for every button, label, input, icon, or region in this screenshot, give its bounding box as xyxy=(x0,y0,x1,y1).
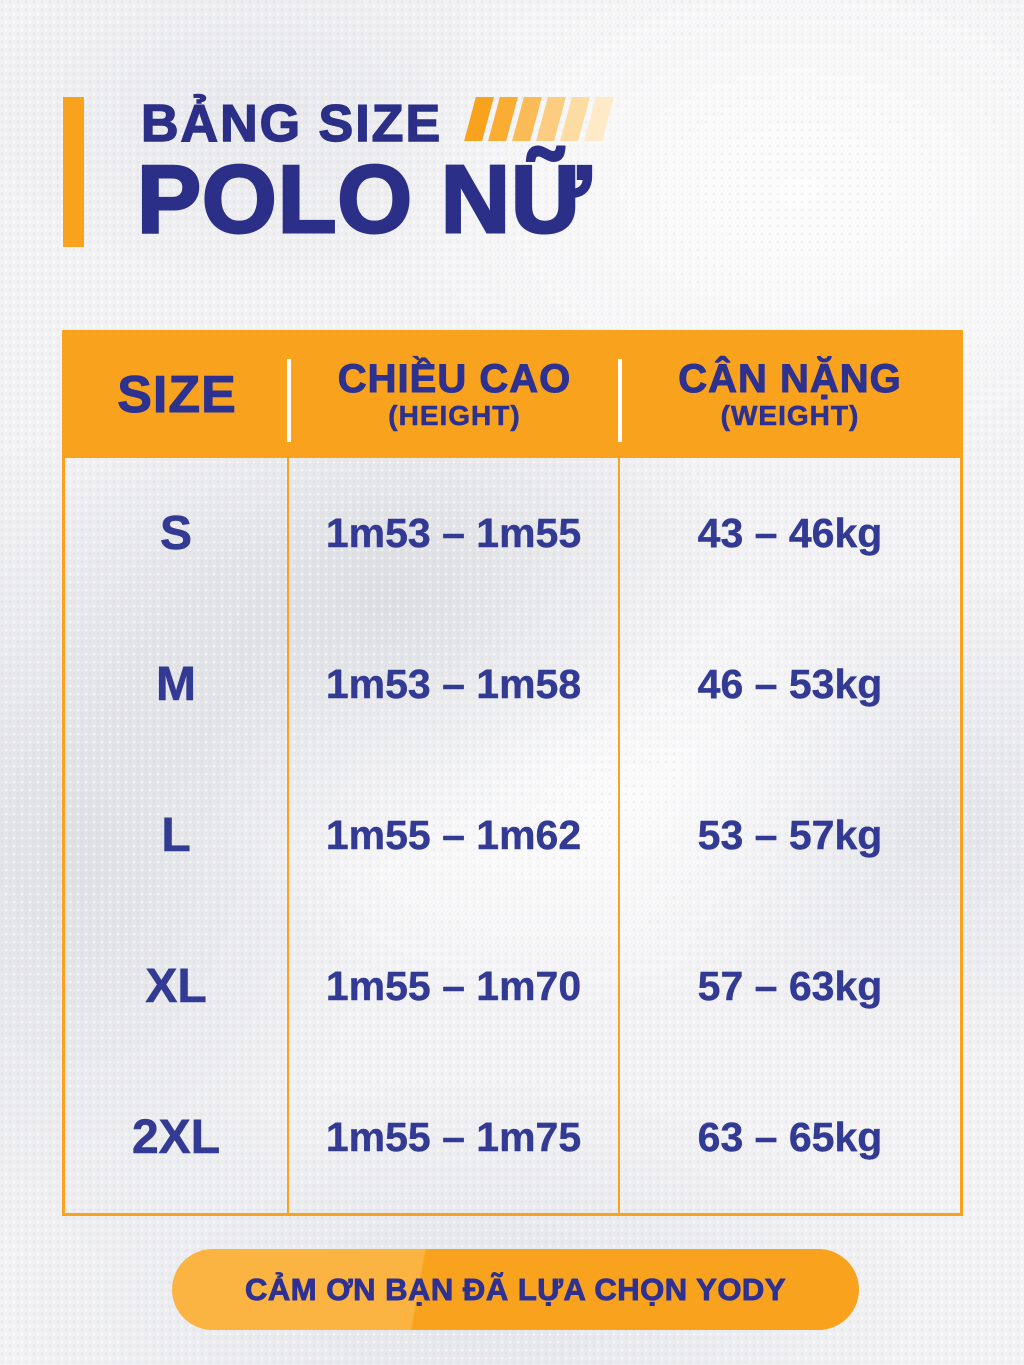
slash-icon xyxy=(584,97,614,141)
size-cell: L xyxy=(65,760,289,911)
height-cell: 1m53 – 1m58 xyxy=(289,609,620,760)
thank-you-banner: CẢM ƠN BẠN ĐÃ LỰA CHỌN YODY xyxy=(172,1249,859,1330)
column-header-height: CHIỀU CAO (HEIGHT) xyxy=(289,333,622,458)
height-cell: 1m55 – 1m75 xyxy=(289,1062,620,1213)
column-header-sublabel: (WEIGHT) xyxy=(720,400,860,432)
table-row: 2XL 1m55 – 1m75 63 – 65kg xyxy=(65,1062,960,1213)
weight-cell: 57 – 63kg xyxy=(697,963,883,1009)
size-cell: XL xyxy=(65,911,289,1062)
column-header-weight: CÂN NẶNG (WEIGHT) xyxy=(620,333,960,458)
page-title: BẢNG SIZE xyxy=(140,94,443,153)
brand-accent-bar xyxy=(63,97,84,247)
size-table: SIZE CHIỀU CAO (HEIGHT) CÂN NẶNG (WEIGHT… xyxy=(62,330,963,1216)
size-cell: M xyxy=(65,609,289,760)
height-cell: 1m55 – 1m70 xyxy=(289,911,620,1062)
column-header-label: CHIỀU CAO xyxy=(337,357,572,402)
height-cell: 1m53 – 1m55 xyxy=(289,458,620,609)
weight-cell: 46 – 53kg xyxy=(697,661,883,707)
size-table-body: S 1m53 – 1m55 43 – 46kg M 1m53 – 1m58 46… xyxy=(65,458,960,1213)
column-header-sublabel: (HEIGHT) xyxy=(388,400,521,432)
weight-cell: 63 – 65kg xyxy=(697,1114,883,1160)
table-row: S 1m53 – 1m55 43 – 46kg xyxy=(65,458,960,609)
column-header-label: SIZE xyxy=(117,366,237,425)
size-cell: 2XL xyxy=(65,1062,289,1213)
height-cell: 1m55 – 1m62 xyxy=(289,760,620,911)
size-cell: S xyxy=(65,458,289,609)
table-row: XL 1m55 – 1m70 57 – 63kg xyxy=(65,911,960,1062)
column-header-size: SIZE xyxy=(65,333,291,458)
weight-cell: 53 – 57kg xyxy=(697,812,883,858)
weight-cell: 43 – 46kg xyxy=(697,510,883,556)
size-table-header: SIZE CHIỀU CAO (HEIGHT) CÂN NẶNG (WEIGHT… xyxy=(65,333,960,458)
table-row: L 1m55 – 1m62 53 – 57kg xyxy=(65,760,960,911)
table-row: M 1m53 – 1m58 46 – 53kg xyxy=(65,609,960,760)
speed-lines-decoration xyxy=(464,97,614,141)
page-subtitle: POLO NỮ xyxy=(136,146,593,253)
column-header-label: CÂN NẶNG xyxy=(678,357,902,402)
